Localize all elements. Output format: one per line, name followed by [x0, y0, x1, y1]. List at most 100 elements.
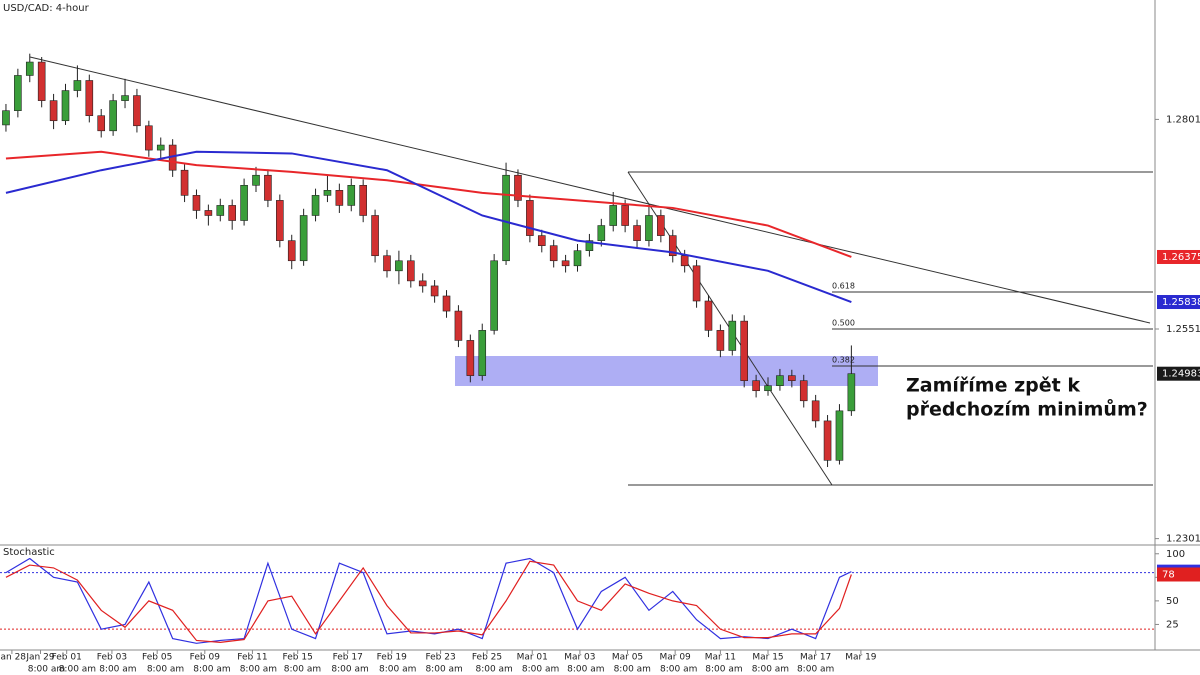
x-tick-label: Feb 23 — [425, 653, 455, 663]
candle-body — [549, 245, 558, 262]
candle-body — [811, 400, 820, 422]
x-tick-label: 8:00 am — [284, 665, 321, 675]
value-label: 78 — [1162, 570, 1175, 581]
x-tick-label: 8:00 am — [193, 665, 230, 675]
x-tick-label: Jan 29 — [25, 653, 54, 663]
candle-body — [97, 115, 106, 132]
candle-body — [252, 174, 260, 186]
candle-body — [25, 61, 34, 76]
candle-body — [764, 385, 772, 392]
x-tick-label: Jan 28 — [0, 653, 26, 663]
x-tick-label: Feb 25 — [472, 653, 502, 663]
candle-body — [347, 185, 356, 206]
value-badge — [1157, 567, 1200, 582]
candle-body — [216, 205, 225, 216]
candle-body — [180, 169, 189, 196]
series-line — [5, 560, 852, 643]
candle-body — [240, 185, 248, 221]
x-tick-label: 8:00 am — [522, 665, 559, 675]
x-tick-label: Feb 03 — [97, 653, 127, 663]
x-tick-label: 8:00 am — [59, 665, 96, 675]
title-bg — [0, 1, 68, 14]
candle-body — [716, 330, 725, 351]
fib-label: 0.382 — [832, 356, 855, 365]
support-zone — [455, 356, 878, 386]
y-tick-label: 100 — [1166, 549, 1185, 560]
x-tick-label: 8:00 am — [475, 665, 512, 675]
x-tick-label: Feb 05 — [142, 653, 172, 663]
x-tick-label: 8:00 am — [660, 665, 697, 675]
candle-body — [299, 215, 308, 262]
candle-body — [264, 174, 272, 201]
candle-body — [657, 215, 665, 236]
candle-body — [645, 215, 653, 241]
candle-body — [490, 260, 498, 331]
x-tick-label: Feb 15 — [283, 653, 313, 663]
candle-body — [311, 195, 320, 216]
x-tick-label: 8:00 am — [705, 665, 742, 675]
y-tick-label: 25 — [1166, 619, 1179, 630]
x-tick-label: 8:00 am — [425, 665, 462, 675]
fib-label: 0.618 — [832, 282, 855, 291]
candle-body — [406, 260, 415, 282]
candle-body — [704, 300, 713, 331]
x-tick-label: 8:00 am — [331, 665, 368, 675]
series-line — [5, 150, 852, 258]
candle-body — [561, 260, 570, 267]
candle-body — [740, 320, 749, 381]
panel-title: Stochastic — [3, 547, 55, 558]
candle-body — [442, 295, 451, 312]
candle-body — [204, 210, 213, 216]
x-tick-label: Mar 11 — [705, 653, 736, 663]
candle-body — [752, 380, 760, 392]
x-tick-label: Mar 09 — [659, 653, 691, 663]
candle-body — [621, 205, 629, 226]
x-tick-label: 8:00 am — [567, 665, 604, 675]
drawings: 0.618 0.500 0.382 — [29, 56, 1153, 486]
x-tick-label: Mar 15 — [752, 653, 783, 663]
candle-body — [192, 195, 201, 211]
x-tick-label: 8:00 am — [147, 665, 184, 675]
candle-body — [85, 80, 94, 117]
candle-body — [514, 174, 522, 201]
annotation: Zamíříme zpět k — [906, 375, 1080, 397]
candle-body — [597, 225, 606, 241]
series-line — [5, 557, 852, 644]
x-tick-label: 8:00 am — [797, 665, 834, 675]
x-tick-label: Feb 17 — [333, 653, 363, 663]
chart-title: USD/CAD: 4-hour — [3, 3, 90, 14]
candle-body — [609, 205, 618, 226]
candle-body — [692, 265, 701, 302]
y-tick-label: 50 — [1166, 596, 1179, 607]
candle-body — [633, 225, 641, 241]
candle-body — [788, 375, 796, 381]
candle-body — [335, 190, 344, 206]
x-tick-label: Mar 05 — [612, 653, 643, 663]
x-tick-label: Feb 11 — [237, 653, 267, 663]
candle-body — [418, 280, 427, 287]
candle-body — [537, 235, 546, 246]
candle-body — [573, 250, 582, 267]
candle-body — [133, 95, 141, 127]
x-tick-label: 8:00 am — [379, 665, 416, 675]
value-badge — [1157, 295, 1200, 310]
candle-body — [37, 61, 46, 101]
candle-body — [14, 75, 22, 111]
x-tick-label: Mar 17 — [800, 653, 831, 663]
candle-body — [466, 340, 475, 376]
x-tick-label: Mar 03 — [564, 653, 595, 663]
candle-body — [395, 260, 403, 272]
candle-body — [287, 240, 296, 262]
candle-body — [847, 373, 856, 412]
candle-body — [371, 215, 379, 257]
x-tick-label: 8:00 am — [752, 665, 789, 675]
candle-body — [109, 100, 117, 132]
value-badge — [1157, 366, 1200, 381]
candle-body — [680, 255, 689, 267]
y-tick-label: 1.23016 — [1166, 534, 1200, 545]
x-tick-label: Feb 01 — [52, 653, 82, 663]
title-bg — [0, 546, 40, 558]
x-tick-label: 8:00 am — [99, 665, 136, 675]
candle-body — [2, 110, 10, 126]
